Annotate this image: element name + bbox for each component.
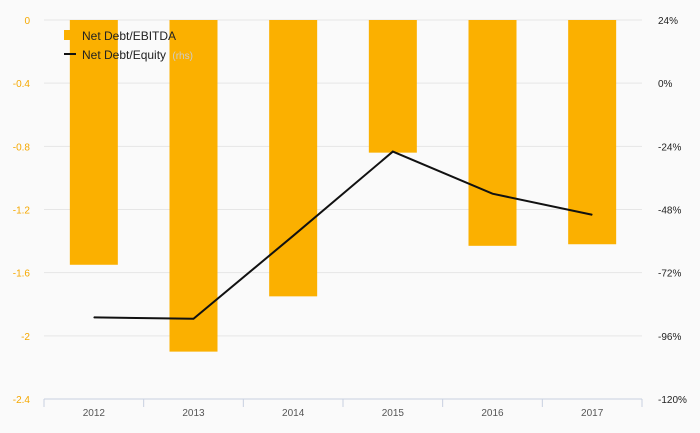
- bar-2015: [368, 20, 417, 153]
- line-point-2017: [591, 214, 593, 216]
- legend-label-bar: Net Debt/EBITDA: [82, 29, 176, 43]
- left-axis: 0 -0.4 -0.8 -1.2 -1.6 -2 -2.4: [13, 16, 31, 406]
- left-tick-label: -1.2: [13, 206, 31, 217]
- right-tick-label: -120%: [658, 395, 687, 406]
- bar-2017: [568, 20, 617, 245]
- x-tick-label: 2016: [481, 408, 504, 419]
- right-axis: 24% 0% -24% -48% -72% -96% -120%: [658, 16, 687, 406]
- left-tick-label: -2.4: [13, 395, 31, 406]
- left-tick-label: -0.8: [13, 142, 31, 153]
- right-tick-label: -96%: [658, 332, 681, 343]
- bar-2014: [269, 20, 318, 297]
- line-point-2014: [292, 235, 294, 237]
- left-tick-label: -2: [21, 332, 30, 343]
- bar-2012: [69, 20, 118, 265]
- right-tick-label: -72%: [658, 269, 681, 280]
- legend-label-suffix: (rhs): [172, 51, 193, 62]
- left-tick-label: -1.6: [13, 269, 31, 280]
- line-point-2015: [392, 151, 394, 153]
- bar-2013: [169, 20, 218, 352]
- left-tick-label: 0: [24, 16, 30, 27]
- x-axis: 2012 2013 2014 2015 2016 2017: [43, 398, 643, 419]
- right-tick-label: 0%: [658, 79, 673, 90]
- x-tick-label: 2015: [382, 408, 405, 419]
- right-tick-label: -48%: [658, 206, 681, 217]
- line-point-2013: [193, 318, 194, 320]
- line-point-2012: [93, 316, 95, 318]
- line-net-debt-equity: [93, 150, 593, 320]
- bar-series: [69, 20, 617, 352]
- line-series: [93, 150, 593, 320]
- svg-text:Net Debt/Equity (rhs): Net Debt/Equity (rhs): [82, 48, 193, 62]
- legend-label-line: Net Debt/Equity: [82, 48, 166, 62]
- line-point-2016: [492, 193, 493, 195]
- x-tick-label: 2012: [83, 408, 106, 419]
- left-tick-label: -0.4: [13, 79, 31, 90]
- x-tick-label: 2013: [182, 408, 205, 419]
- legend: Net Debt/EBITDA Net Debt/Equity (rhs): [64, 29, 193, 62]
- gridlines: [44, 19, 642, 337]
- x-tick-label: 2017: [581, 408, 604, 419]
- legend-swatch-bar: [64, 30, 74, 40]
- bar-2016: [468, 20, 517, 246]
- x-tick-label: 2014: [282, 408, 305, 419]
- right-tick-label: -24%: [658, 142, 681, 153]
- right-tick-label: 24%: [658, 16, 678, 27]
